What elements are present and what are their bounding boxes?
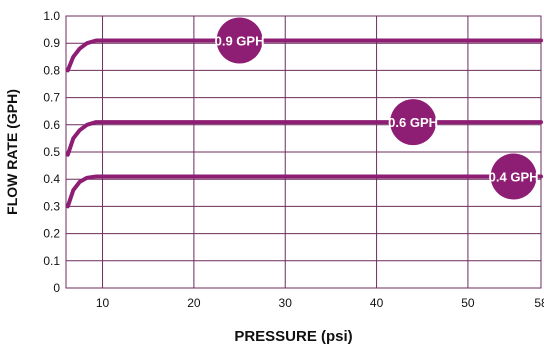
x-tick-label: 30: [279, 296, 293, 310]
x-tick-label: 10: [96, 296, 110, 310]
y-tick-label: 0.5: [43, 145, 60, 159]
y-tick-label: 0.8: [43, 63, 60, 77]
y-tick-label: 0.2: [43, 227, 60, 241]
x-tick-label: 40: [370, 296, 384, 310]
y-tick-label: 0.6: [43, 118, 60, 132]
y-tick-label: 0.7: [43, 91, 60, 105]
series-line: [65, 120, 543, 157]
series-label-bubble: [490, 153, 537, 200]
y-axis-title: FLOW RATE (GPH): [4, 89, 20, 215]
x-tick-label: 20: [187, 296, 201, 310]
y-tick-label: 0.9: [43, 36, 60, 50]
x-tick-label: 58: [534, 296, 544, 310]
y-tick-label: 1.0: [43, 9, 60, 23]
series-label-bubble: [390, 99, 437, 146]
x-tick-label: 50: [461, 296, 475, 310]
plot-frame: [65, 15, 542, 289]
series-label: 0.6 GPH: [388, 115, 438, 130]
y-tick-label: 0: [53, 281, 60, 295]
series-label: 0.9 GPH: [215, 33, 265, 48]
y-tick-label: 0.4: [43, 172, 60, 186]
x-axis-title: PRESSURE (psi): [234, 328, 352, 345]
y-tick-label: 0.1: [43, 254, 60, 268]
series-label: 0.4 GPH: [489, 169, 539, 184]
y-tick-label: 0.3: [43, 199, 60, 213]
series-line: [65, 174, 543, 209]
series-line: [65, 38, 543, 73]
series-label-bubble: [216, 17, 263, 64]
